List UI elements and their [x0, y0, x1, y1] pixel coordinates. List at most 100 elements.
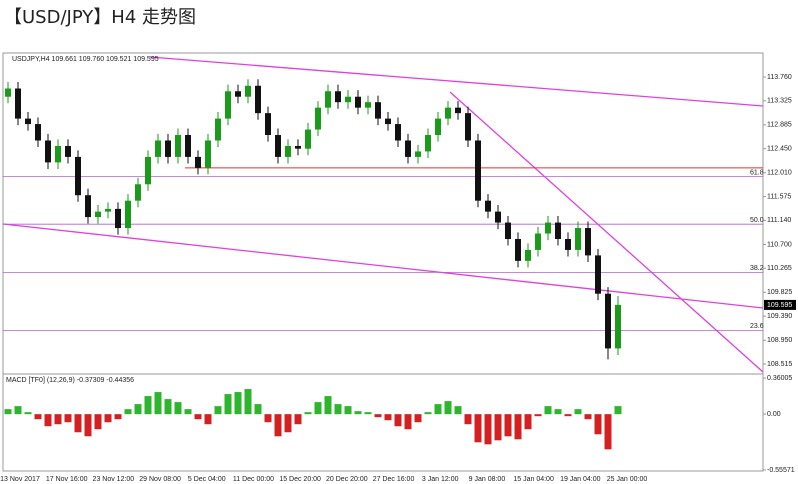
candle-body [35, 124, 41, 141]
macd-bar [534, 414, 542, 417]
candle-body [135, 184, 141, 201]
macd-bar [414, 414, 422, 423]
fib-label: 61.8 [750, 169, 764, 176]
candle-body [85, 195, 91, 218]
macd-bar [94, 414, 102, 430]
candle-body [5, 88, 11, 97]
y-tick-label: 113.760 [767, 74, 792, 81]
macd-bar [404, 414, 412, 430]
x-tick-label: 25 Jan 00:00 [607, 476, 648, 483]
x-tick-label: 13 Nov 2017 [0, 476, 40, 483]
candle-body [105, 208, 111, 212]
macd-bar [64, 414, 72, 423]
macd-bar [4, 409, 12, 415]
candle-body [315, 107, 321, 130]
macd-bar [614, 406, 622, 415]
trend-line [449, 91, 764, 373]
y-tick-label: 109.390 [767, 313, 792, 320]
x-tick-label: 3 Jan 12:00 [422, 476, 459, 483]
fib-label: 23.6 [750, 323, 764, 330]
macd-bar [174, 402, 182, 415]
x-tick-label: 17 Nov 16:00 [46, 476, 88, 483]
macd-bar [594, 414, 602, 435]
x-tick-label: 23 Nov 12:00 [93, 476, 135, 483]
candle-body [385, 118, 391, 125]
macd-bar [514, 414, 522, 440]
candle-body [485, 200, 491, 212]
y-tick-label: 112.450 [767, 146, 792, 153]
candle-body [295, 145, 301, 149]
macd-bar [124, 409, 132, 415]
fib-label: 38.2 [750, 265, 764, 272]
macd-bar [424, 412, 432, 415]
candle-body [215, 118, 221, 141]
macd-bar [524, 414, 532, 430]
x-tick-label: 27 Dec 16:00 [373, 476, 415, 483]
y-tick-label: 112.885 [767, 122, 792, 129]
macd-bar [104, 414, 112, 423]
macd-bar [194, 414, 202, 420]
candle-body [95, 211, 101, 218]
trend-line [149, 56, 764, 107]
macd-bar [34, 414, 42, 420]
candle-body [275, 135, 281, 157]
y-tick-label: 108.950 [767, 337, 792, 344]
candle-body [225, 91, 231, 119]
candle-body [265, 113, 271, 136]
macd-bar [164, 399, 172, 415]
current-price: 109.595 [767, 302, 792, 309]
candle-body [55, 145, 61, 163]
candle-body [195, 156, 201, 168]
macd-bar [554, 409, 562, 415]
macd-bar [484, 414, 492, 445]
candle-body [405, 140, 411, 157]
candle-body [115, 208, 121, 229]
macd-bar [244, 389, 252, 415]
macd-bar [224, 394, 232, 415]
macd-bar [374, 414, 382, 418]
x-tick-label: 11 Dec 00:00 [233, 476, 274, 483]
candle-body [465, 113, 471, 141]
candle-body [235, 91, 241, 97]
candle-body [525, 249, 531, 261]
y-tick-label: 111.140 [767, 217, 791, 224]
y-tick-label: 110.265 [767, 265, 792, 272]
macd-bar [494, 414, 502, 441]
x-tick-label: 20 Dec 20:00 [326, 476, 368, 483]
candle-body [155, 140, 161, 157]
macd-bar [364, 412, 372, 415]
y-tick-label: 110.700 [767, 241, 792, 248]
candle-body [395, 124, 401, 141]
candle-body [175, 135, 181, 157]
x-tick-label: 29 Nov 08:00 [139, 476, 181, 483]
x-tick-label: 5 Dec 04:00 [188, 476, 226, 483]
fib-label: 50.0 [750, 217, 764, 224]
macd-bar [274, 414, 282, 437]
macd-bar [234, 392, 242, 415]
macd-bar [344, 406, 352, 415]
candle-body [515, 238, 521, 261]
macd-bar [384, 414, 392, 421]
candle-body [305, 129, 311, 149]
candle-body [345, 96, 351, 103]
x-tick-label: 15 Jan 04:00 [513, 476, 554, 483]
x-tick-label: 9 Jan 08:00 [469, 476, 506, 483]
candle-body [255, 85, 261, 114]
macd-bar [434, 404, 442, 415]
trend-line [2, 223, 764, 309]
macd-bar [444, 401, 452, 415]
candle-body [505, 222, 511, 239]
macd-bar [574, 409, 582, 415]
price-box [764, 299, 796, 310]
macd-bar [454, 406, 462, 415]
y-tick-label: 108.515 [767, 361, 792, 368]
candle-body [325, 91, 331, 108]
macd-bar [464, 414, 472, 425]
candle-body [145, 156, 151, 185]
macd-bar [204, 414, 212, 425]
candle-body [555, 222, 561, 239]
candle-body [435, 118, 441, 136]
candle-body [535, 233, 541, 250]
macd-bar [264, 414, 272, 423]
